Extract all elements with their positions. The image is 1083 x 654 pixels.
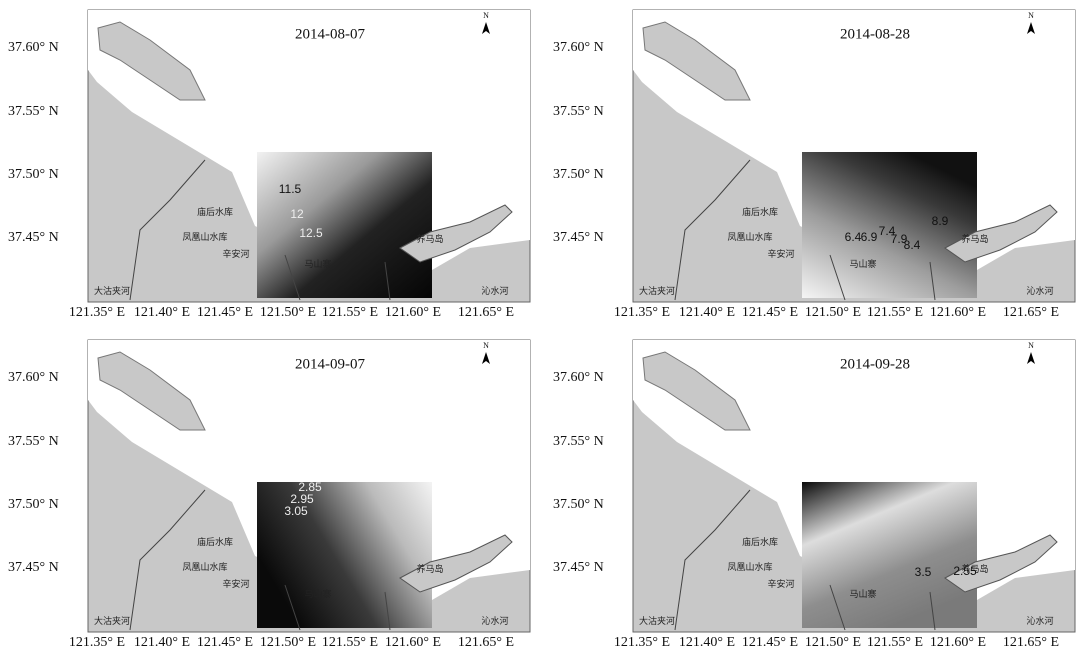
lon-label: 121.45° E xyxy=(742,305,798,320)
lat-label: 37.60° N xyxy=(553,370,604,385)
place-name: 沁水河 xyxy=(481,615,508,626)
map-panel: 2014-08-07 N 37.60° N 37.55° N 37.50° N 37.45… xyxy=(8,10,530,320)
map-panel: 2014-08-28 N 37.60° N 37.55° N 37.50° N 37.45… xyxy=(553,10,1075,320)
contour-label: 12.5 xyxy=(299,226,323,240)
place-name: 庙后水库 xyxy=(742,206,778,217)
contour-label: 2.55 xyxy=(953,564,977,578)
lon-label: 121.50° E xyxy=(805,635,861,650)
place-name: 辛安河 xyxy=(222,248,249,259)
lon-label: 121.50° E xyxy=(260,305,316,320)
contour-field xyxy=(257,152,432,298)
lon-label: 121.35° E xyxy=(614,305,670,320)
place-name: 辛安河 xyxy=(767,248,794,259)
contour-label: 6.4 xyxy=(845,230,862,244)
lat-label: 37.60° N xyxy=(553,40,604,55)
contour-field xyxy=(257,482,432,628)
place-name: 庙后水库 xyxy=(197,536,233,547)
lon-label: 121.60° E xyxy=(930,635,986,650)
place-name: 凤凰山水库 xyxy=(727,561,772,572)
place-name: 马山寨 xyxy=(849,258,876,269)
lon-label: 121.50° E xyxy=(805,305,861,320)
lat-label: 37.50° N xyxy=(553,167,604,182)
panel-title: 2014-08-07 xyxy=(295,26,365,42)
lon-label: 121.40° E xyxy=(134,635,190,650)
place-name: 庙后水库 xyxy=(197,206,233,217)
lon-label: 121.65° E xyxy=(458,635,514,650)
lat-label: 37.60° N xyxy=(8,370,59,385)
place-name: 马山寨 xyxy=(304,588,331,599)
lat-label: 37.55° N xyxy=(8,104,59,119)
lat-label: 37.55° N xyxy=(553,104,604,119)
lon-label: 121.60° E xyxy=(930,305,986,320)
lat-label: 37.45° N xyxy=(8,230,59,245)
place-name: 大沽夹河 xyxy=(639,285,675,296)
place-name: 辛安河 xyxy=(222,578,249,589)
lon-label: 121.55° E xyxy=(322,635,378,650)
place-name: 凤凰山水库 xyxy=(727,231,772,242)
map-panel: 2014-09-28 N 37.60° N 37.55° N 37.50° N 37.45… xyxy=(553,340,1075,650)
place-name: 养马岛 xyxy=(416,233,443,244)
place-name: 沁水河 xyxy=(1026,285,1053,296)
lat-label: 37.45° N xyxy=(8,560,59,575)
place-name: 凤凰山水库 xyxy=(182,561,227,572)
place-name: 马山寨 xyxy=(304,258,331,269)
contour-label: 3.05 xyxy=(284,504,308,518)
figure: 2014-08-07 N 37.60° N 37.55° N 37.50° N 37.45… xyxy=(0,0,1083,654)
lat-label: 37.50° N xyxy=(8,167,59,182)
contour-label: 6.9 xyxy=(861,230,878,244)
north-label: N xyxy=(483,11,489,20)
lon-label: 121.45° E xyxy=(742,635,798,650)
place-name: 沁水河 xyxy=(1026,615,1053,626)
contour-label: 12 xyxy=(290,207,304,221)
lat-label: 37.45° N xyxy=(553,230,604,245)
lon-label: 121.45° E xyxy=(197,635,253,650)
place-name: 大沽夹河 xyxy=(94,285,130,296)
lon-label: 121.55° E xyxy=(867,635,923,650)
contour-label: 8.4 xyxy=(904,238,921,252)
lon-label: 121.40° E xyxy=(679,305,735,320)
contour-label: 3.5 xyxy=(915,565,932,579)
lon-label: 121.65° E xyxy=(1003,635,1059,650)
place-name: 大沽夹河 xyxy=(94,615,130,626)
lon-label: 121.65° E xyxy=(458,305,514,320)
lon-label: 121.55° E xyxy=(867,305,923,320)
lat-label: 37.55° N xyxy=(553,434,604,449)
lat-label: 37.45° N xyxy=(553,560,604,575)
place-name: 马山寨 xyxy=(849,588,876,599)
place-name: 大沽夹河 xyxy=(639,615,675,626)
lon-label: 121.40° E xyxy=(679,635,735,650)
panel-title: 2014-09-28 xyxy=(840,356,910,372)
contour-label: 11.5 xyxy=(279,182,302,196)
north-label: N xyxy=(1028,11,1034,20)
lat-label: 37.60° N xyxy=(8,40,59,55)
north-label: N xyxy=(483,341,489,350)
lon-label: 121.40° E xyxy=(134,305,190,320)
contour-label: 8.9 xyxy=(932,214,949,228)
map-panel: 2014-09-07 N 37.60° N 37.55° N 37.50° N 37.45… xyxy=(8,340,530,650)
lon-label: 121.55° E xyxy=(322,305,378,320)
place-name: 庙后水库 xyxy=(742,536,778,547)
lon-label: 121.45° E xyxy=(197,305,253,320)
lon-label: 121.35° E xyxy=(69,305,125,320)
lat-label: 37.55° N xyxy=(8,434,59,449)
place-name: 沁水河 xyxy=(481,285,508,296)
place-name: 辛安河 xyxy=(767,578,794,589)
lat-label: 37.50° N xyxy=(553,497,604,512)
panel-title: 2014-09-07 xyxy=(295,356,365,372)
lon-label: 121.35° E xyxy=(614,635,670,650)
lon-label: 121.60° E xyxy=(385,305,441,320)
contour-field xyxy=(802,482,977,628)
lon-label: 121.50° E xyxy=(260,635,316,650)
place-name: 养马岛 xyxy=(961,233,988,244)
lon-label: 121.60° E xyxy=(385,635,441,650)
lon-label: 121.35° E xyxy=(69,635,125,650)
place-name: 养马岛 xyxy=(416,563,443,574)
lat-label: 37.50° N xyxy=(8,497,59,512)
panel-title: 2014-08-28 xyxy=(840,26,910,42)
lon-label: 121.65° E xyxy=(1003,305,1059,320)
place-name: 凤凰山水库 xyxy=(182,231,227,242)
north-label: N xyxy=(1028,341,1034,350)
